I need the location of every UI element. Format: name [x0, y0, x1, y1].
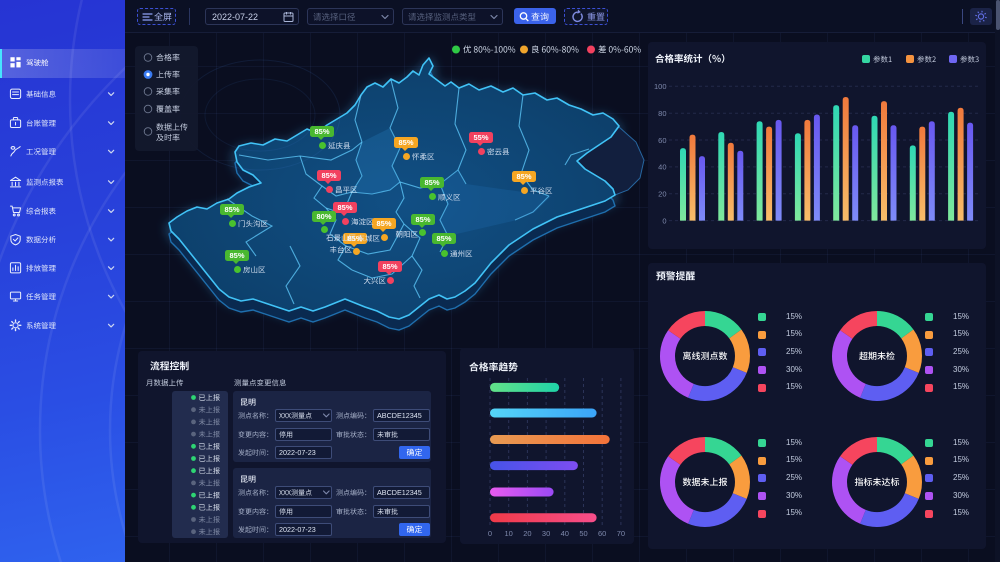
svg-text:40: 40 — [561, 529, 569, 538]
svg-text:20: 20 — [658, 190, 666, 199]
svg-text:40: 40 — [658, 163, 666, 172]
svg-text:70: 70 — [617, 529, 625, 538]
svg-text:80: 80 — [658, 109, 666, 118]
svg-text:20: 20 — [523, 529, 531, 538]
svg-text:60: 60 — [598, 529, 606, 538]
svg-text:10: 10 — [505, 529, 513, 538]
svg-text:0: 0 — [488, 529, 492, 538]
svg-text:0: 0 — [662, 216, 666, 225]
svg-text:50: 50 — [579, 529, 587, 538]
svg-text:30: 30 — [542, 529, 550, 538]
svg-text:60: 60 — [658, 136, 666, 145]
svg-text:100: 100 — [654, 82, 667, 91]
